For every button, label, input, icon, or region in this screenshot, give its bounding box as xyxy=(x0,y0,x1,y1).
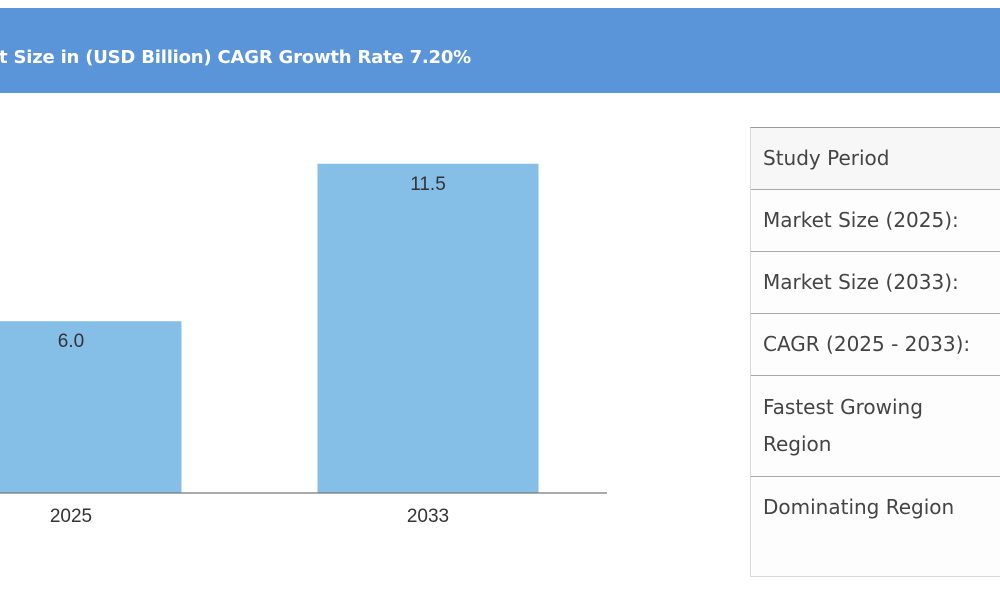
info-label-cagr: CAGR (2025 - 2033): xyxy=(763,332,971,356)
report-info-table: Study Period Market Size (2025): Market … xyxy=(750,127,1000,577)
header-title: et Size in (USD Billion) CAGR Growth Rat… xyxy=(0,47,472,68)
bar-value-label-2025: 6.0 xyxy=(58,331,84,352)
bar-value-label-2033: 11.5 xyxy=(410,174,446,195)
bar-chart: 6.0 11.5 2025 2033 xyxy=(0,163,607,527)
x-tick-label-2025: 2025 xyxy=(50,506,92,527)
info-row-cagr: CAGR (2025 - 2033): xyxy=(751,314,1000,376)
info-label-fastest-growing-region: Fastest Growing Region xyxy=(763,395,923,456)
info-label-market-size-2025: Market Size (2025): xyxy=(763,208,959,232)
ticks-layer: 2025 2033 xyxy=(50,506,449,527)
x-tick-label-2033: 2033 xyxy=(407,506,449,527)
info-row-market-size-2033: Market Size (2033): xyxy=(751,252,1000,314)
bar-2033 xyxy=(317,163,539,494)
info-row-fastest-growing-region: Fastest Growing Region xyxy=(751,376,1000,477)
info-row-dominating-region: Dominating Region xyxy=(751,477,1000,576)
bar-2025 xyxy=(0,321,182,493)
bars-layer: 6.0 11.5 xyxy=(0,163,539,494)
info-row-market-size-2025: Market Size (2025): xyxy=(751,190,1000,252)
info-label-market-size-2033: Market Size (2033): xyxy=(763,270,959,294)
header-banner: et Size in (USD Billion) CAGR Growth Rat… xyxy=(0,8,1000,93)
info-label-study-period: Study Period xyxy=(763,146,890,170)
info-row-study-period: Study Period xyxy=(751,128,1000,190)
info-label-dominating-region: Dominating Region xyxy=(763,495,955,519)
